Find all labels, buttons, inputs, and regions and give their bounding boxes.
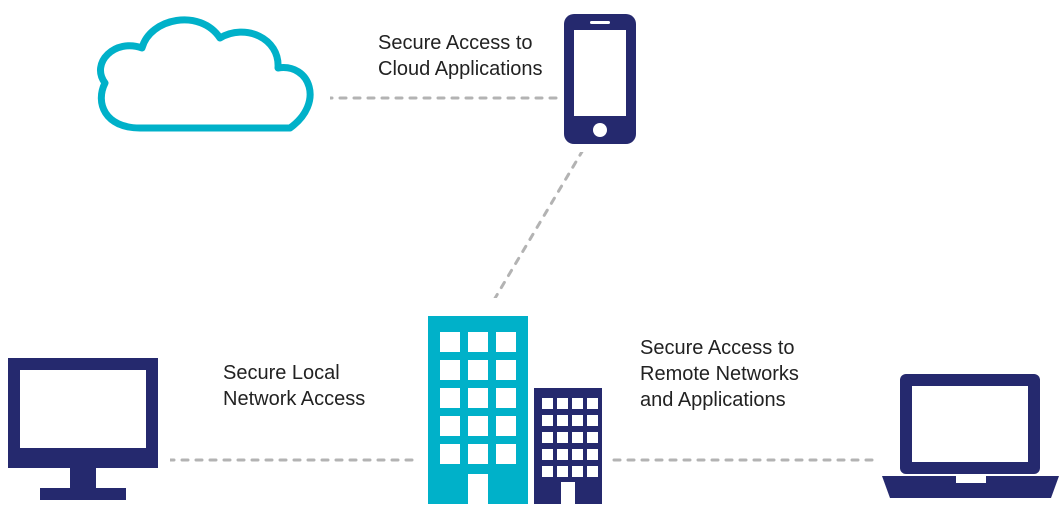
label-local-line2: Network Access bbox=[223, 388, 365, 410]
label-cloud-line2: Cloud Applications bbox=[378, 58, 543, 80]
building-icon bbox=[418, 298, 608, 508]
label-cloud: Secure Access to Cloud Applications bbox=[378, 30, 543, 82]
label-remote-line2: Remote Networks bbox=[640, 363, 799, 385]
monitor-icon bbox=[0, 350, 170, 510]
label-remote-line1: Secure Access to bbox=[640, 337, 795, 359]
laptop-icon bbox=[878, 368, 1063, 508]
label-cloud-line1: Secure Access to bbox=[378, 32, 533, 54]
label-remote-line3: and Applications bbox=[640, 389, 786, 411]
label-local: Secure Local Network Access bbox=[223, 360, 365, 412]
label-remote: Secure Access to Remote Networks and App… bbox=[640, 335, 799, 413]
diagram-canvas: Secure Access to Cloud Applications Secu… bbox=[0, 0, 1063, 515]
cloud-icon bbox=[80, 8, 330, 158]
edge-phone-to-building bbox=[488, 150, 583, 310]
label-local-line1: Secure Local bbox=[223, 362, 340, 384]
phone-icon bbox=[560, 12, 640, 152]
